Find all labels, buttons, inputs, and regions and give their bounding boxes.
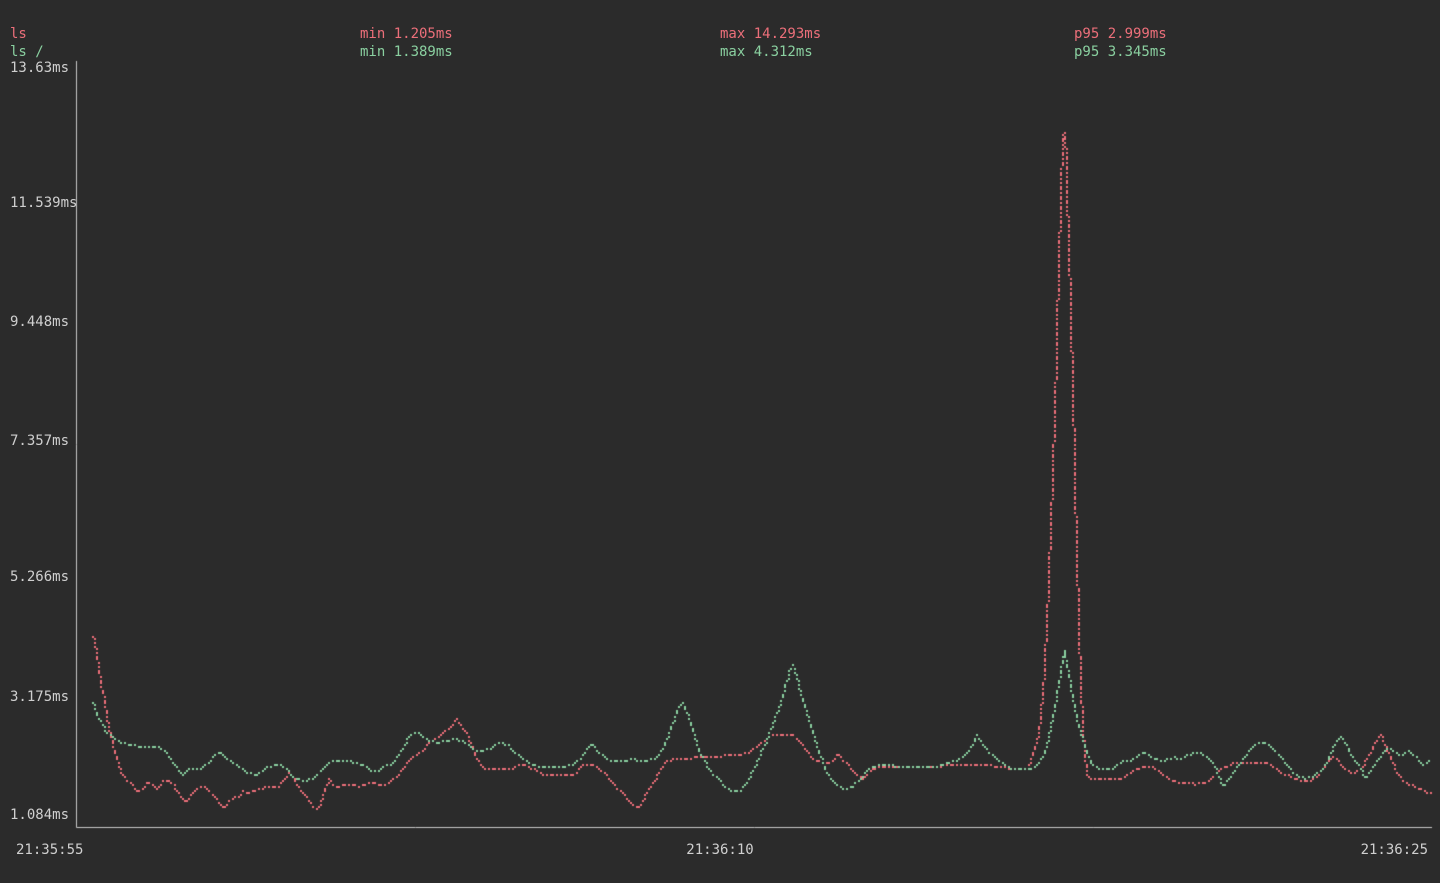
x-axis-tick-end: 21:36:25	[1360, 842, 1428, 858]
stat-min-ls-slash: min 1.389ms	[360, 44, 453, 60]
stat-max-ls-slash: max 4.312ms	[720, 44, 813, 60]
x-axis-tick-middle: 21:36:10	[686, 842, 754, 858]
stat-p95-ls-slash: p95 3.345ms	[1074, 44, 1167, 60]
y-axis-tick-label: 5.266ms	[10, 569, 70, 585]
stat-p95-ls: p95 2.999ms	[1074, 26, 1167, 42]
y-axis-tick-label: 9.448ms	[10, 314, 70, 330]
y-axis-tick-label: 11.539ms	[10, 195, 78, 211]
x-axis-tick-start: 21:35:55	[16, 842, 84, 858]
y-axis-tick-label: 1.084ms	[10, 807, 70, 823]
legend-series-ls-slash: ls /	[10, 44, 44, 60]
y-axis-tick-label: 13.63ms	[10, 60, 70, 76]
stat-max-ls: max 14.293ms	[720, 26, 822, 42]
y-axis-tick-label: 3.175ms	[10, 689, 70, 705]
y-axis-tick-label: 7.357ms	[10, 433, 70, 449]
legend-series-ls: ls	[10, 26, 27, 42]
stat-min-ls: min 1.205ms	[360, 26, 453, 42]
